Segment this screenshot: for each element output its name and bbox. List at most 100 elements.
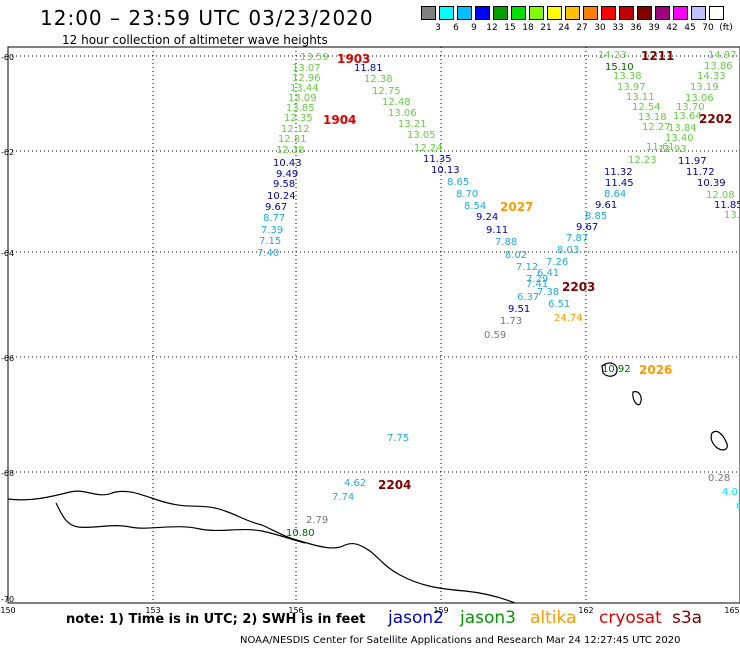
scale-label: 42 [666, 23, 678, 33]
swh-reading: 7.26 [546, 257, 568, 268]
swh-reading: 9.58 [273, 179, 295, 190]
new-guinea-coast [7, 490, 516, 604]
swh-reading: 13.06 [685, 93, 714, 104]
swh-reading: 9.51 [508, 304, 530, 315]
swh-reading: 13.18 [638, 112, 667, 123]
swh-reading: 11.97 [678, 156, 707, 167]
swh-reading: 10.43 [273, 158, 302, 169]
scale-label: 21 [540, 23, 552, 33]
swh-reading: 11.32 [604, 167, 633, 178]
swh-reading: 14.97 [708, 50, 737, 61]
swh-reading: 11.45 [605, 178, 634, 189]
swh-reading: 7.88 [495, 237, 517, 248]
latitude-label: -64 [1, 249, 14, 258]
legend-cryosat: cryosat [599, 608, 662, 628]
swh-reading: 12.12 [281, 124, 310, 135]
swh-reading: 12.54 [632, 102, 661, 113]
swh-reading: 8.03 [557, 245, 579, 256]
swh-reading: 9.49 [276, 169, 298, 180]
swh-reading: 13.44 [290, 83, 319, 94]
swh-reading: 6.41 [537, 268, 559, 279]
swh-reading: 13.70 [676, 102, 705, 113]
swh-reading: 13.86 [704, 61, 733, 72]
legend-s3a: s3a [672, 608, 703, 628]
scale-label: 3 [435, 23, 441, 33]
swh-reading: 12.38 [364, 74, 393, 85]
scale-label: 30 [594, 23, 606, 33]
scale-swatch [637, 6, 652, 20]
longitude-label: 162 [578, 606, 593, 615]
longitude-label: 153 [145, 606, 160, 615]
swh-reading: 7.12 [516, 262, 538, 273]
pass-time-label: 1903 [337, 52, 370, 66]
island-2 [632, 391, 642, 406]
latitude-labels: -60 -62 -64 -66 -68 -70 [1, 53, 14, 604]
scale-label: 39 [648, 23, 660, 33]
map-title: 12:00 – 23:59 UTC 03/23/2020 [40, 6, 374, 30]
swh-reading: 8.85 [585, 211, 607, 222]
pass-time-label: 2204 [378, 478, 411, 492]
swh-reading: 24.74 [554, 313, 583, 324]
swh-reading: 13.09 [288, 93, 317, 104]
scale-label: 12 [486, 23, 498, 33]
swh-reading: 8.54 [464, 201, 486, 212]
scale-swatch [619, 6, 634, 20]
swh-reading: 11.81 [354, 63, 383, 74]
swh-reading: 7.38 [537, 287, 559, 298]
swh-reading: 13.21 [398, 119, 427, 130]
swh-reading: 14.33 [697, 71, 726, 82]
scale-swatch [547, 6, 562, 20]
swh-reading: 12.96 [292, 73, 321, 84]
legend-jason3: jason3 [460, 608, 516, 628]
swh-reading: 13.40 [665, 133, 694, 144]
swh-reading: 12.35 [284, 113, 313, 124]
swh-reading: 0.28 [708, 473, 730, 484]
longitude-label: 159 [433, 606, 448, 615]
swh-reading: 11.61 [646, 142, 675, 153]
swh-reading: 8.64 [604, 189, 626, 200]
scale-swatch [457, 6, 472, 20]
scale-swatch [475, 6, 490, 20]
scale-label: 36 [630, 23, 642, 33]
swh-reading: 7.87 [566, 233, 588, 244]
swh-reading: 9.67 [576, 222, 598, 233]
swh-reading: 9.67 [265, 202, 287, 213]
footnote: note: 1) Time is in UTC; 2) SWH is in fe… [66, 612, 366, 627]
legend-altika: altika [530, 608, 577, 628]
scale-label: 15 [504, 23, 516, 33]
swh-reading: 13.59 [300, 52, 329, 63]
swh-reading: 1.73 [500, 316, 522, 327]
swh-reading: 4.62 [344, 478, 366, 489]
pass-time-label: 2027 [500, 200, 533, 214]
swh-reading: 12.48 [382, 97, 411, 108]
swh-reading: 10.92 [602, 364, 631, 375]
scale-label: 24 [558, 23, 570, 33]
swh-reading: 12.27 [642, 122, 671, 133]
swh-reading: 12.08 [706, 190, 735, 201]
swh-reading: 6.51 [548, 299, 570, 310]
swh-reading: 11.35 [423, 154, 452, 165]
peninsula-coast [55, 502, 306, 544]
swh-reading: 2.79 [306, 515, 328, 526]
pass-time-label: 1904 [323, 113, 356, 127]
scale-label: 9 [471, 23, 477, 33]
swh-reading: 13.38 [613, 71, 642, 82]
scale-swatch [439, 6, 454, 20]
map-frame [7, 46, 740, 604]
swh-reading: 12.23 [628, 155, 657, 166]
scale-label: (ft) [719, 23, 733, 33]
swh-reading: 9.61 [595, 200, 617, 211]
swh-reading: 15.10 [605, 62, 634, 73]
swh-reading: 7.74 [332, 492, 354, 503]
swh-reading: 10.13 [431, 165, 460, 176]
map-subtitle: 12 hour collection of altimeter wave hei… [62, 33, 328, 47]
scale-swatch [511, 6, 526, 20]
swh-reading: 13.85 [286, 103, 315, 114]
scale-label: 33 [612, 23, 624, 33]
longitude-labels: 150 153 156 159 162 165 [0, 606, 739, 615]
scale-swatch [565, 6, 580, 20]
latitude-label: -62 [1, 148, 14, 157]
swh-reading: 13.06 [388, 108, 417, 119]
scale-swatch [529, 6, 544, 20]
